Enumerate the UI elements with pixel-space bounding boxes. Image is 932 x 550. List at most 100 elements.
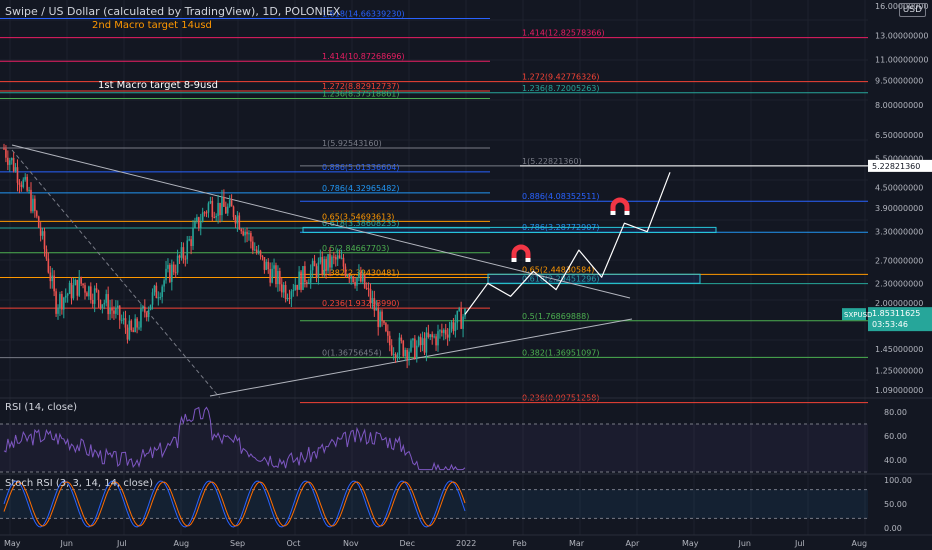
candle-body	[37, 216, 40, 228]
time-tick-label: Nov	[343, 539, 359, 548]
candle-body	[24, 176, 27, 180]
candle-body	[211, 200, 214, 218]
candle-body	[390, 345, 393, 355]
candle-body	[236, 215, 239, 224]
candle-body	[323, 259, 325, 275]
candle-body	[89, 286, 92, 300]
candle-body	[111, 307, 113, 311]
candle-body	[45, 249, 48, 259]
candle-body	[91, 299, 94, 304]
candle-body	[400, 337, 403, 341]
candle-body	[277, 271, 279, 285]
candle-body	[128, 320, 131, 340]
candle-body	[230, 200, 233, 207]
candle-body	[215, 215, 217, 218]
candle-body	[325, 259, 327, 271]
candle-body	[309, 270, 312, 283]
time-tick-label: Sep	[230, 539, 245, 548]
candle-body	[147, 309, 150, 318]
candle-body	[203, 212, 206, 214]
candle-body	[288, 297, 291, 299]
fib-level-label: 0.886(4.08352511)	[522, 192, 600, 201]
candle-body	[155, 285, 158, 299]
candle-body	[5, 148, 7, 158]
candle-body	[460, 308, 462, 329]
candle-body	[240, 229, 243, 232]
fib-level-label: 0.382(1.36951097)	[522, 348, 600, 357]
candle-body	[340, 257, 343, 259]
candle-body	[221, 196, 223, 216]
price-tick-label: 13.00000000	[875, 32, 928, 41]
candle-body	[352, 276, 354, 282]
candle-body	[448, 328, 451, 338]
candle-body	[88, 286, 90, 297]
candle-body	[456, 310, 459, 323]
candle-body	[435, 336, 437, 346]
stoch-band	[0, 489, 868, 519]
candle-body	[265, 261, 268, 270]
fib-level-label: 1.236(8.37518861)	[322, 90, 400, 99]
time-tick-label: Apr	[626, 539, 641, 548]
candle-body	[259, 250, 262, 256]
candle-body	[144, 306, 146, 313]
candle-body	[412, 338, 414, 341]
candle-body	[182, 247, 185, 259]
candle-body	[406, 349, 408, 360]
magnet-icon-tip	[511, 258, 517, 262]
price-tick-label: 1.09000000	[875, 386, 923, 395]
candle-body	[263, 257, 266, 270]
candle-body	[80, 277, 82, 284]
stoch-rsi-title: Stoch RSI (3, 3, 14, 14, close)	[5, 478, 153, 489]
currency-button[interactable]: USD	[898, 3, 926, 17]
candle-body	[408, 351, 410, 360]
candle-body	[242, 231, 244, 236]
candle-body	[8, 160, 11, 165]
chart-title: Swipe / US Dollar (calculated by Trading…	[5, 5, 341, 18]
candle-body	[78, 277, 81, 296]
candle-body	[117, 305, 119, 308]
candle-body	[273, 265, 275, 269]
candle-body	[93, 288, 96, 304]
time-tick-label: Aug	[852, 539, 868, 548]
candle-body	[284, 285, 287, 300]
time-tick-label: Feb	[513, 539, 527, 548]
stoch-tick-label: 50.00	[884, 500, 907, 509]
candle-body	[219, 202, 221, 216]
fib-level-label: 0.65(2.44830584)	[522, 265, 594, 274]
candle-body	[261, 255, 264, 258]
candle-body	[427, 332, 430, 338]
candle-body	[226, 206, 229, 214]
uptrend-line	[209, 318, 633, 397]
price-tick-label: 9.50000000	[875, 77, 923, 86]
candle-body	[356, 277, 358, 286]
symbol-label: SXPUSD	[844, 311, 872, 319]
candle-body	[190, 239, 192, 247]
time-tick-label: Jul	[116, 539, 127, 548]
candle-body	[167, 264, 169, 269]
candle-body	[404, 349, 407, 357]
price-tick-label: 3.90000000	[875, 204, 923, 213]
candle-body	[410, 340, 412, 352]
candle-body	[313, 260, 316, 267]
candle-body	[62, 297, 65, 310]
candle-body	[361, 274, 364, 282]
current-price-badge	[868, 307, 932, 332]
candle-body	[342, 257, 345, 267]
candle-body	[437, 331, 439, 346]
fib-level-label: 0.5(2.84667703)	[322, 244, 389, 253]
price-tick-label: 1.25000000	[875, 366, 923, 375]
candle-body	[163, 280, 165, 287]
candle-body	[70, 282, 73, 299]
rsi-tick-label: 60.00	[884, 432, 907, 441]
candle-body	[64, 295, 67, 298]
time-tick-label: Jun	[60, 539, 74, 548]
fib-level-label: 0.618(2.29451296)	[522, 275, 600, 284]
candle-body	[76, 279, 79, 296]
candle-body	[49, 272, 52, 282]
candle-body	[107, 294, 109, 315]
candle-body	[441, 330, 443, 333]
candle-body	[257, 250, 260, 253]
price-tick-label: 16.00000000	[875, 2, 928, 11]
candle-body	[12, 158, 15, 172]
